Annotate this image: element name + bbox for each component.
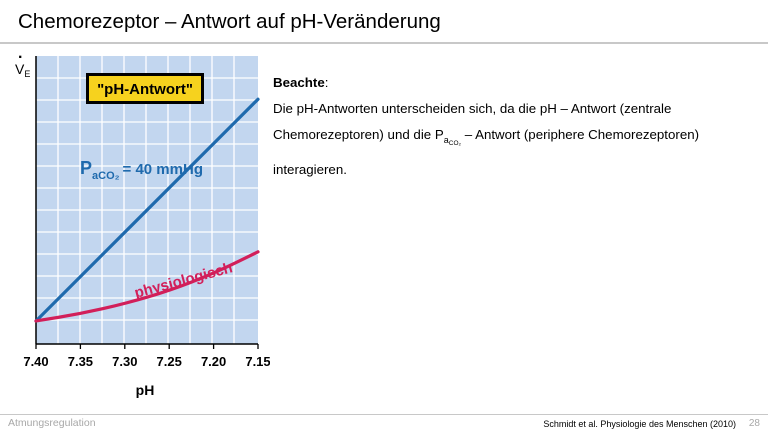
- x-tick-label-2: 7.30: [112, 354, 137, 369]
- series-line-paco2: [34, 97, 260, 323]
- series-label-paco2: PaCO₂ = 40 mmHg: [80, 158, 203, 182]
- x-tick-label-1: 7.35: [68, 354, 93, 369]
- x-axis-label: pH: [136, 382, 155, 398]
- page-number: 28: [748, 418, 760, 429]
- title-divider: [0, 42, 768, 44]
- ph-response-label-box: "pH-Antwort": [86, 73, 204, 104]
- footer-divider: [0, 414, 768, 415]
- note-line-2-b: – Antwort (periphere Chemorezeptoren): [461, 127, 700, 142]
- note-line-2-sub-a: a: [443, 135, 449, 145]
- x-axis-ticks: 7.40 7.35 7.30 7.25 7.20 7.15: [23, 344, 270, 369]
- ph-response-label: "pH-Antwort": [97, 81, 193, 98]
- note-text: Beachte: Die pH-Antworten unterscheiden …: [273, 70, 743, 183]
- note-line-2-a: Chemorezeptoren) und die P: [273, 127, 444, 142]
- slide-title: Chemorezeptor – Antwort auf pH-Veränderu…: [18, 10, 441, 33]
- series-label-paco2-rest: = 40 mmHg: [123, 161, 203, 178]
- x-tick-label-4: 7.20: [201, 354, 226, 369]
- note-line-2-sub-co2: CO₂: [448, 140, 462, 147]
- x-tick-label-5: 7.15: [245, 354, 270, 369]
- note-line-2: Chemorezeptoren) und die PaCO₂ – Antwort…: [273, 122, 743, 157]
- y-axis-label-main: V: [15, 61, 25, 77]
- series-label-paco2-main: P: [80, 158, 92, 178]
- y-axis-label-sub: E: [24, 69, 31, 79]
- note-line-1: Die pH-Antworten unterscheiden sich, da …: [273, 101, 672, 116]
- footer-citation: Schmidt et al. Physiologie des Menschen …: [543, 419, 736, 429]
- note-heading: Beachte: [273, 75, 325, 90]
- series-line-physiologisch: [34, 250, 260, 323]
- ph-response-chart: 7.40 7.35 7.30 7.25 7.20 7.15 "pH-Antwort" Pa…: [23, 56, 270, 398]
- note-line-2-sub: aCO₂: [443, 135, 462, 147]
- footer-section-label: Atmungsregulation: [8, 417, 96, 429]
- y-axis-label: . VE: [15, 46, 31, 80]
- note-heading-colon: :: [324, 75, 329, 90]
- y-axis-label-dot: .: [18, 45, 23, 62]
- series-layer: [34, 97, 260, 323]
- note-heading-line: Beachte:: [273, 70, 743, 96]
- x-tick-label-3: 7.25: [157, 354, 182, 369]
- x-tick-label-0: 7.40: [23, 354, 48, 369]
- note-line-3: interagieren.: [273, 162, 347, 177]
- series-label-paco2-sub: aCO₂: [92, 170, 120, 182]
